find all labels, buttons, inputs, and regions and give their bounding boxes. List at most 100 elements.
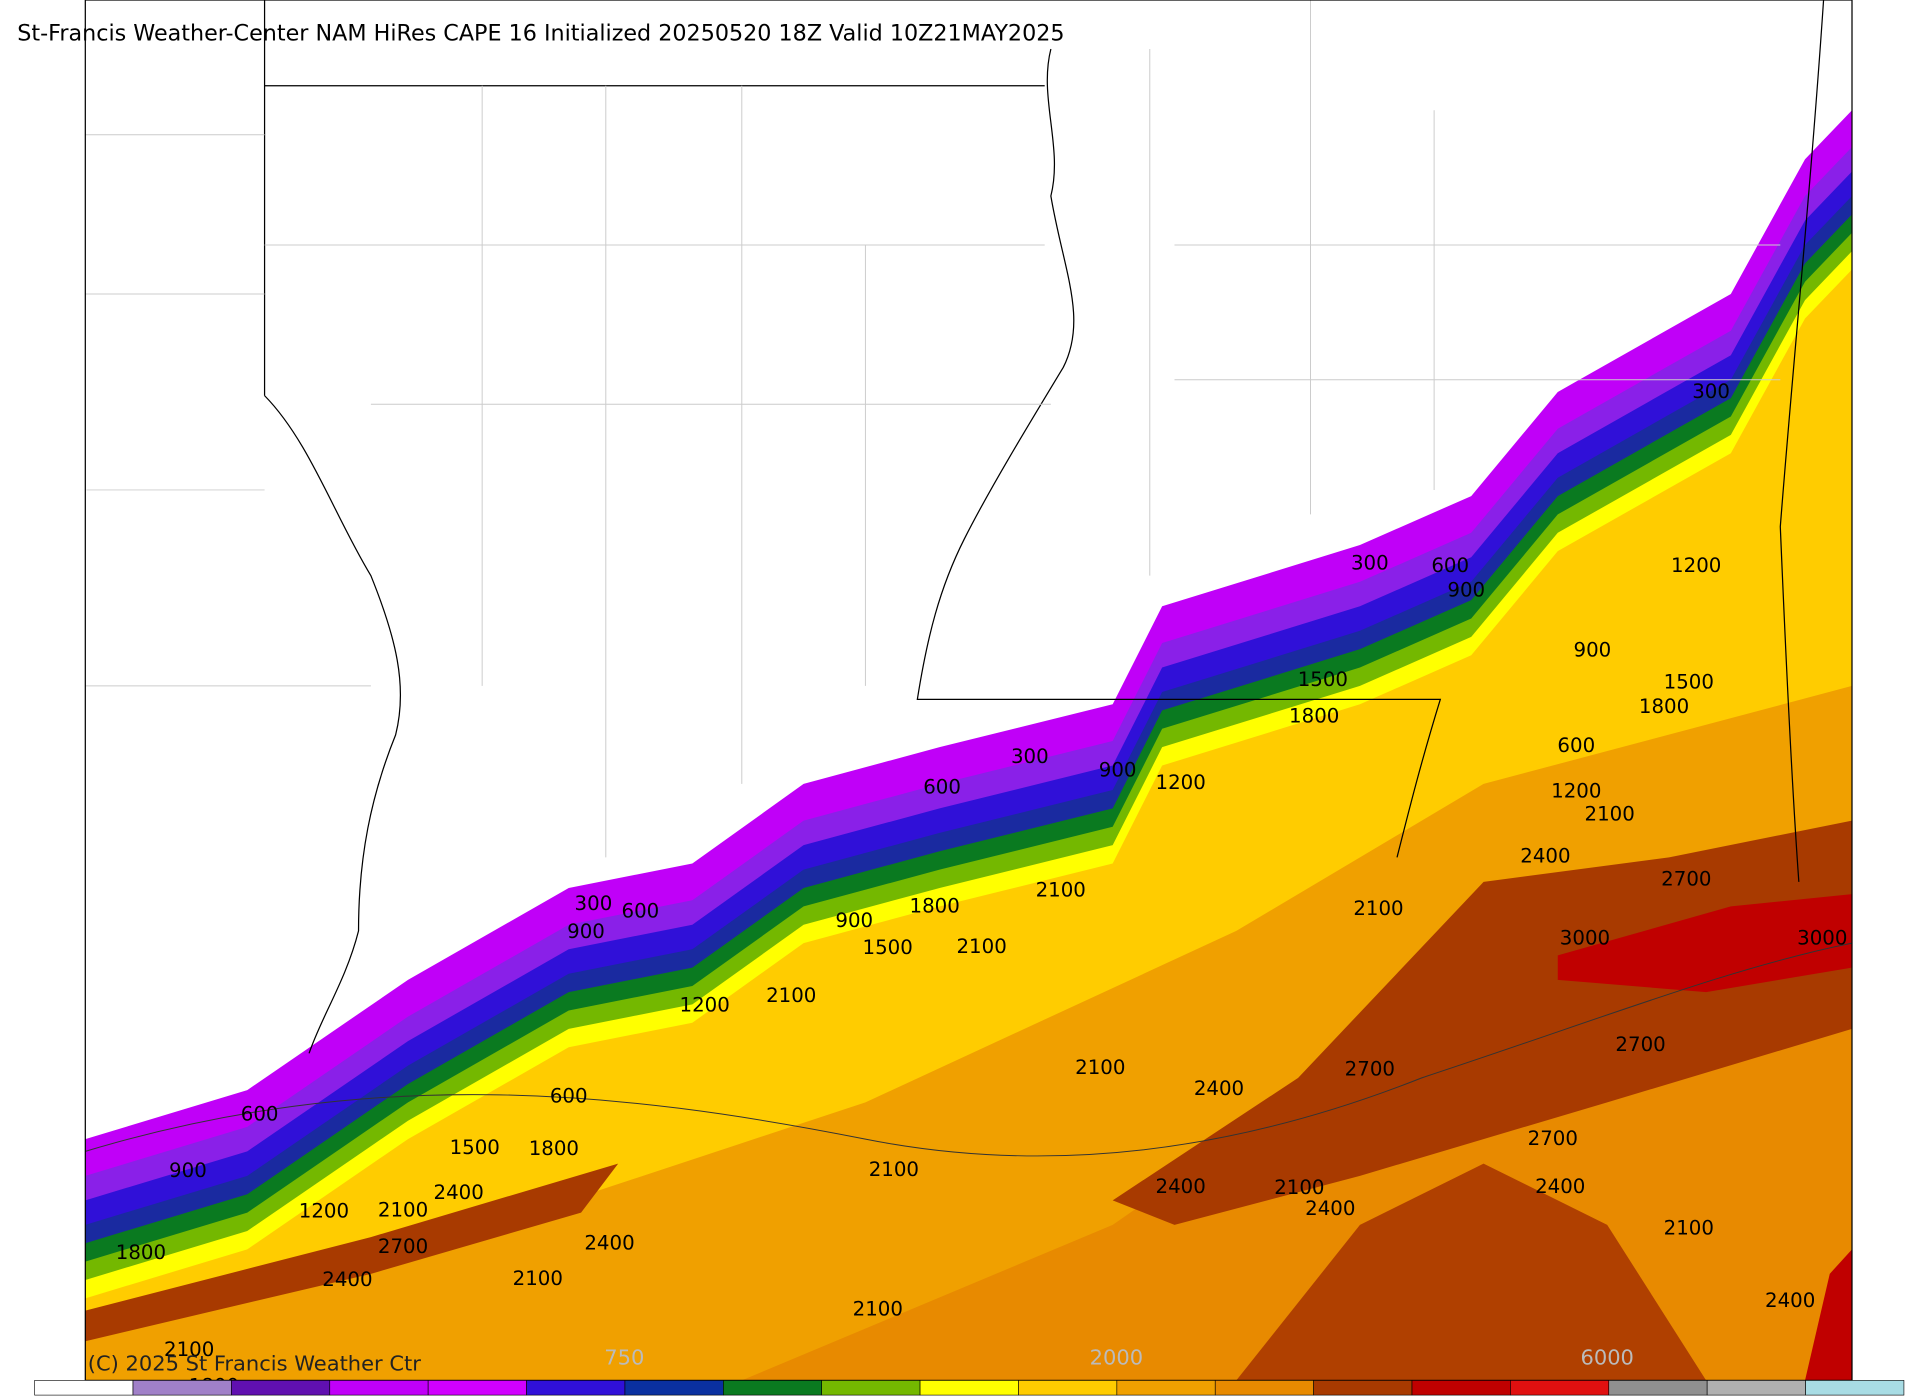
contour-label: 1800 <box>1289 705 1339 728</box>
colorbar-segment <box>231 1380 331 1396</box>
contour-label: 1800 <box>1639 695 1689 718</box>
state-border <box>916 48 1442 858</box>
contour-label: 2100 <box>1075 1056 1125 1079</box>
contour-label: 1500 <box>1664 670 1714 693</box>
contour-label: 1200 <box>1671 554 1721 577</box>
borders <box>85 0 1853 1157</box>
title: St-Francis Weather-Center NAM HiRes CAPE… <box>17 21 1064 47</box>
colorbar-segment <box>132 1380 232 1396</box>
contour-label: 300 <box>1351 552 1389 575</box>
contour-label: 2700 <box>1345 1057 1395 1080</box>
cape-band <box>1112 820 1853 1225</box>
contour-label: 300 <box>1692 380 1730 403</box>
colorbar: 750 2000 6000 <box>34 1346 1905 1396</box>
contour-label: 300 <box>575 892 613 915</box>
contour-label: 1500 <box>863 936 913 959</box>
contour-label: 900 <box>567 920 605 943</box>
contour-label: 1800 <box>910 895 960 918</box>
contour-label: 2400 <box>1156 1175 1206 1198</box>
colorbar-segment <box>34 1380 134 1396</box>
contour-label: 2100 <box>164 1338 214 1361</box>
contour-label: 2100 <box>1274 1176 1324 1199</box>
contour-label: 2100 <box>378 1198 428 1221</box>
colorbar-segment <box>1805 1380 1905 1396</box>
contour-label: 2700 <box>1615 1033 1665 1056</box>
cape-band <box>85 1163 619 1342</box>
contour-label: 2400 <box>1535 1175 1585 1198</box>
colorbar-segment <box>1411 1380 1511 1396</box>
contour-label: 2400 <box>434 1181 484 1204</box>
contour-label: 600 <box>622 899 660 922</box>
contour-label: 2400 <box>1305 1197 1355 1220</box>
colorbar-segment <box>723 1380 823 1396</box>
colorbar-label: 2000 <box>1090 1346 1143 1370</box>
contour-label: 3000 <box>1560 926 1610 949</box>
colorbar-segment <box>1116 1380 1216 1396</box>
colorbar-segment <box>821 1380 921 1396</box>
contour-label: 600 <box>550 1084 588 1107</box>
contour-label: 300 <box>1011 745 1049 768</box>
state-border <box>263 0 1045 1054</box>
contour-label: 900 <box>1574 639 1612 662</box>
colorbar-segment <box>919 1380 1019 1396</box>
contour-label: 3000 <box>1797 926 1847 949</box>
contour-label: 2100 <box>513 1267 563 1290</box>
contour-label: 600 <box>1431 554 1469 577</box>
contour-label: 2100 <box>1353 897 1403 920</box>
contour-label: 2400 <box>1765 1289 1815 1312</box>
contour-label: 1500 <box>1298 668 1348 691</box>
contour-label: 2700 <box>1661 868 1711 891</box>
colorbar-segment <box>1018 1380 1118 1396</box>
cape-band <box>1805 1249 1853 1381</box>
county-lines <box>85 0 1781 858</box>
state-border <box>1779 0 1825 882</box>
contour-label: 2700 <box>378 1235 428 1258</box>
colorbar-segment <box>329 1380 429 1396</box>
contour-label: 900 <box>1447 579 1485 602</box>
contour-label: 2100 <box>869 1158 919 1181</box>
contour-label: 2700 <box>1528 1127 1578 1150</box>
contour-label: 1200 <box>1156 771 1206 794</box>
colorbar-segment <box>526 1380 626 1396</box>
colorbar-segment <box>1706 1380 1806 1396</box>
contour-label: 1200 <box>680 994 730 1017</box>
contour-label: 2100 <box>1585 803 1635 826</box>
state-border <box>85 942 1853 1157</box>
colorbar-segment <box>1510 1380 1610 1396</box>
county-line <box>85 0 1781 858</box>
contour-label: 600 <box>1557 734 1595 757</box>
copyright: (C) 2025 St Francis Weather Ctr <box>88 1352 422 1376</box>
colorbar-segment <box>1214 1380 1314 1396</box>
contour-label: 900 <box>169 1159 207 1182</box>
contour-label: 1800 <box>116 1241 166 1264</box>
contour-label: 1500 <box>450 1136 500 1159</box>
colorbar-segment <box>1313 1380 1413 1396</box>
contour-label: 600 <box>923 776 961 799</box>
contour-label: 2400 <box>1520 844 1570 867</box>
contour-label: 2100 <box>1664 1217 1714 1240</box>
contour-label: 2100 <box>1036 879 1086 902</box>
cape-band <box>1557 894 1853 993</box>
colorbar-segment <box>1608 1380 1708 1396</box>
colorbar-label: 6000 <box>1580 1346 1633 1370</box>
contour-label: 900 <box>1099 759 1137 782</box>
contour-label: 1800 <box>529 1137 579 1160</box>
contour-label: 2100 <box>853 1298 903 1321</box>
contour-label: 2100 <box>766 984 816 1007</box>
cape-shading <box>85 110 1853 1381</box>
contour-label: 2400 <box>1194 1077 1244 1100</box>
cape-band <box>1236 1163 1707 1381</box>
contour-label: 2400 <box>322 1268 372 1291</box>
colorbar-segment <box>624 1380 724 1396</box>
colorbar-segment <box>427 1380 527 1396</box>
contour-label: 1200 <box>1551 779 1601 802</box>
contour-label: 1200 <box>299 1200 349 1223</box>
contour-label: 600 <box>241 1103 279 1126</box>
contour-label: 900 <box>835 909 873 932</box>
contour-label: 2400 <box>584 1231 634 1254</box>
contour-label: 2100 <box>956 935 1006 958</box>
colorbar-label: 750 <box>604 1346 644 1370</box>
